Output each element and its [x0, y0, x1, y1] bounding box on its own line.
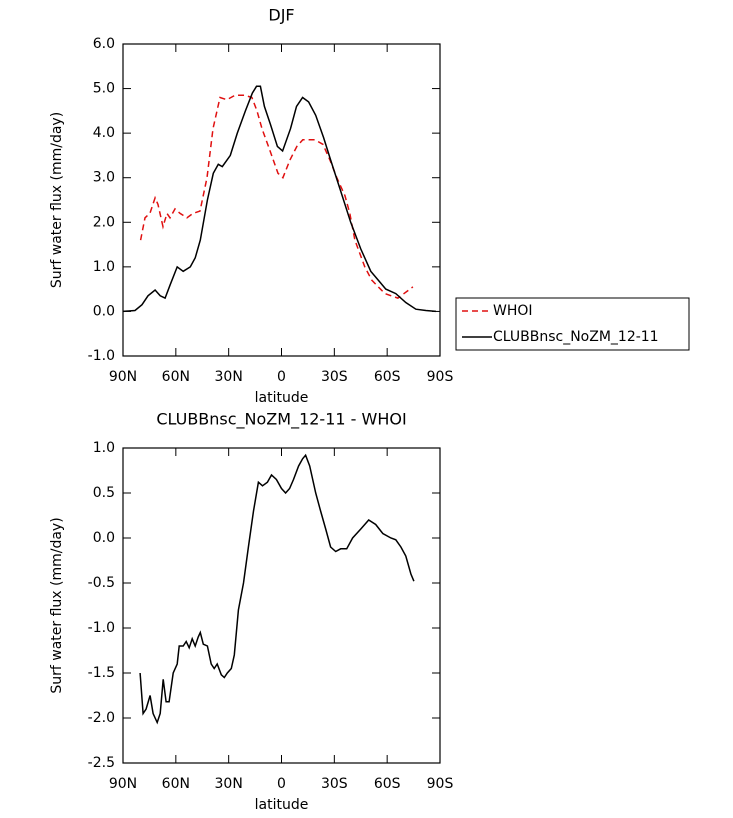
x-tick-label: 90S: [427, 369, 454, 385]
chart-title: DJF: [268, 6, 294, 25]
x-tick-label: 90N: [109, 776, 137, 792]
y-tick-label: -1.5: [88, 665, 115, 681]
y-tick-label: 1.0: [93, 440, 115, 456]
x-tick-label: 90N: [109, 369, 137, 385]
y-tick-label: 5.0: [93, 81, 115, 97]
legend-label: WHOI: [493, 303, 533, 319]
legend-box: [455, 297, 690, 351]
y-tick-label: -0.5: [88, 575, 115, 591]
y-tick-label: -2.5: [88, 755, 115, 771]
data-line: [122, 85, 436, 313]
plot-frame: [122, 447, 441, 764]
x-axis-title: latitude: [255, 390, 309, 406]
x-tick-label: 0: [277, 776, 286, 792]
legend-label: CLUBBnsc_NoZM_12-11: [493, 329, 659, 345]
data-line: [139, 453, 415, 725]
y-tick-label: -2.0: [88, 710, 115, 726]
y-tick-label: 4.0: [93, 125, 115, 141]
x-tick-label: 60S: [374, 369, 401, 385]
x-tick-label: 30N: [215, 776, 243, 792]
y-tick-label: 0.5: [93, 485, 115, 501]
y-tick-label: 6.0: [93, 36, 115, 52]
y-tick-label: 2.0: [93, 214, 115, 230]
y-tick-label: -1.0: [88, 620, 115, 636]
x-tick-label: 60N: [162, 369, 190, 385]
y-tick-label: 0.0: [93, 530, 115, 546]
x-tick-label: 30S: [321, 369, 348, 385]
y-axis-title: Surf water flux (mm/day): [49, 517, 65, 693]
y-tick-label: 0.0: [93, 303, 115, 319]
y-tick-label: 3.0: [93, 170, 115, 186]
plot-frame: [122, 43, 441, 357]
y-tick-label: -1.0: [88, 348, 115, 364]
y-axis-title: Surf water flux (mm/day): [49, 112, 65, 288]
x-axis-title: latitude: [255, 797, 309, 813]
x-tick-label: 90S: [427, 776, 454, 792]
x-tick-label: 0: [277, 369, 286, 385]
chart-title: CLUBBnsc_NoZM_12-11 - WHOI: [156, 410, 406, 430]
y-tick-label: 1.0: [93, 259, 115, 275]
x-tick-label: 30N: [215, 369, 243, 385]
x-tick-label: 30S: [321, 776, 348, 792]
data-line: [139, 94, 414, 299]
x-tick-label: 60S: [374, 776, 401, 792]
x-tick-label: 60N: [162, 776, 190, 792]
